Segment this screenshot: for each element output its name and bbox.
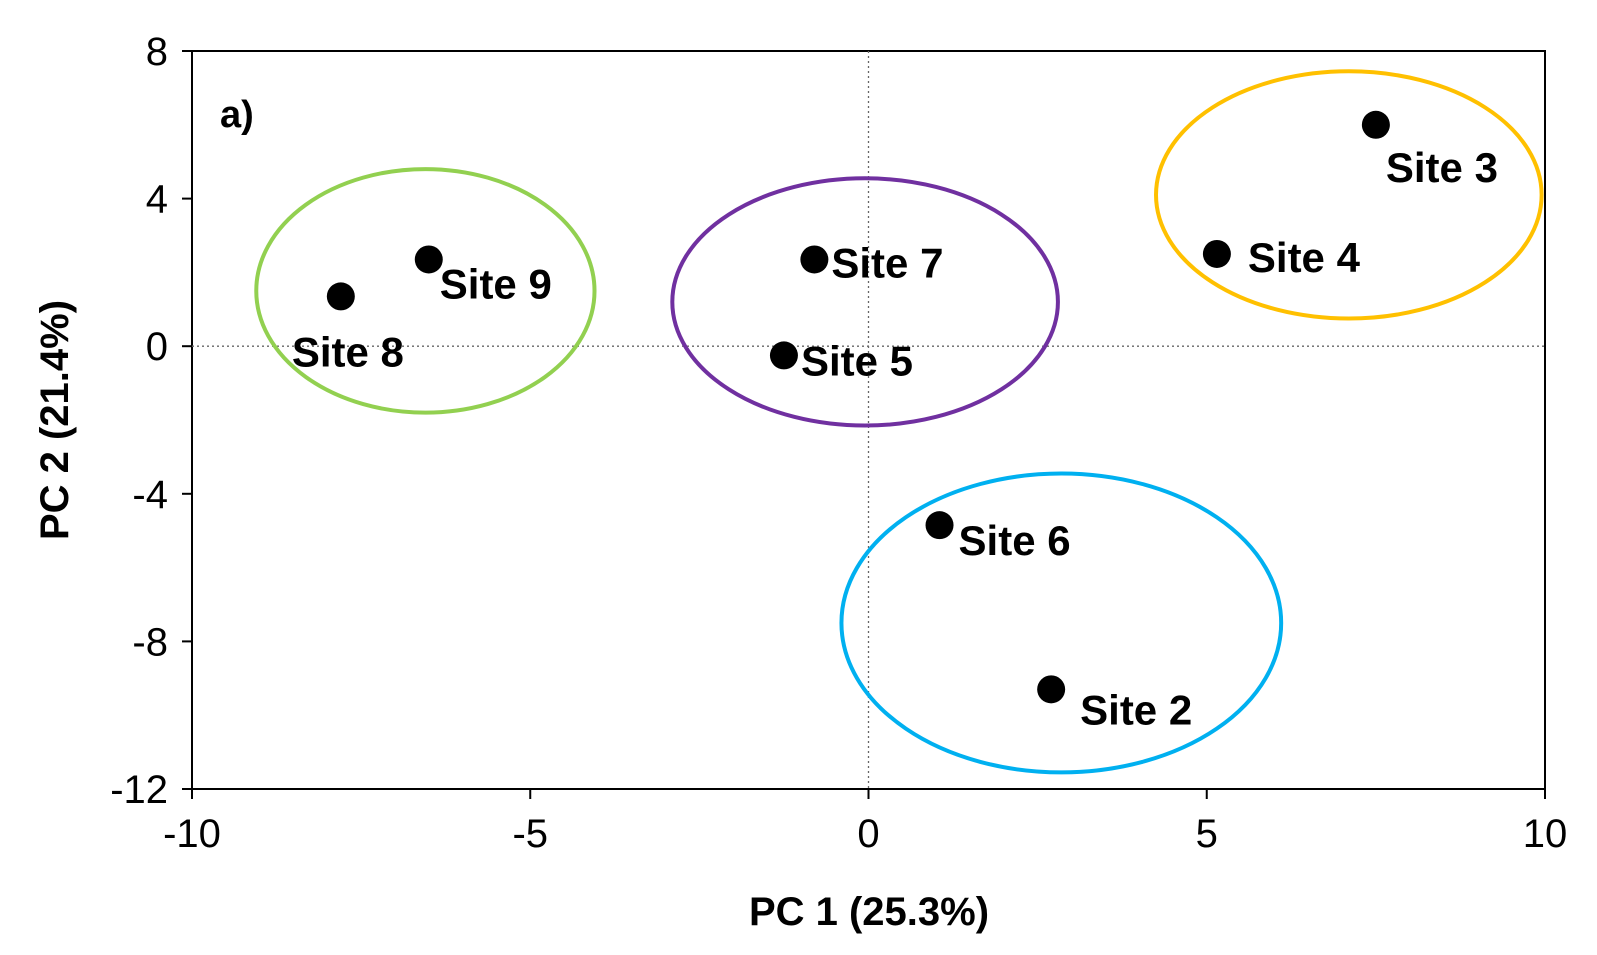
cluster-ellipse-site-9-site-8 [254, 167, 597, 415]
cluster-ellipse-site-7-site-5 [670, 176, 1060, 428]
y-axis-title: PC 2 (21.4%) [33, 300, 77, 540]
point-site-7 [800, 245, 829, 274]
point-site-5 [769, 341, 798, 370]
y-tick-label: 0 [146, 325, 168, 369]
plot-area: -10 -5 0 5 10 -12 -8 -4 0 4 8 Site 3 Site 4 Site 7 Sit… [110, 30, 1567, 856]
y-tick-label: 4 [146, 178, 168, 222]
point-label-site-8: Site 8 [292, 328, 404, 375]
point-label-site-2: Site 2 [1080, 686, 1192, 733]
point-site-8 [326, 282, 355, 311]
y-tick-label: -8 [132, 620, 168, 664]
x-tick-label: 0 [857, 812, 879, 856]
point-label-site-7: Site 7 [831, 239, 943, 286]
cluster-ellipse-site-6-site-2 [839, 471, 1284, 775]
point-site-9 [414, 245, 443, 274]
point-site-3 [1361, 110, 1390, 139]
point-label-site-3: Site 3 [1386, 144, 1498, 191]
point-label-site-9: Site 9 [440, 260, 552, 307]
x-tick-label: -5 [512, 812, 548, 856]
y-tick-label: -4 [132, 473, 168, 517]
point-label-site-4: Site 4 [1248, 234, 1361, 281]
x-axis-title: PC 1 (25.3%) [749, 890, 989, 934]
x-tick-label: 5 [1196, 812, 1218, 856]
point-label-site-6: Site 6 [959, 517, 1071, 564]
point-site-2 [1037, 675, 1066, 704]
point-label-site-5: Site 5 [801, 337, 913, 384]
x-tick-label: 10 [1523, 812, 1568, 856]
cluster-ellipse-site-3-site-4 [1154, 69, 1544, 321]
point-site-6 [925, 511, 954, 540]
point-site-4 [1202, 239, 1231, 268]
y-tick-label: 8 [146, 30, 168, 74]
y-tick-label: -12 [110, 768, 168, 812]
x-tick-label: -10 [163, 812, 221, 856]
panel-label: a) [220, 94, 254, 136]
